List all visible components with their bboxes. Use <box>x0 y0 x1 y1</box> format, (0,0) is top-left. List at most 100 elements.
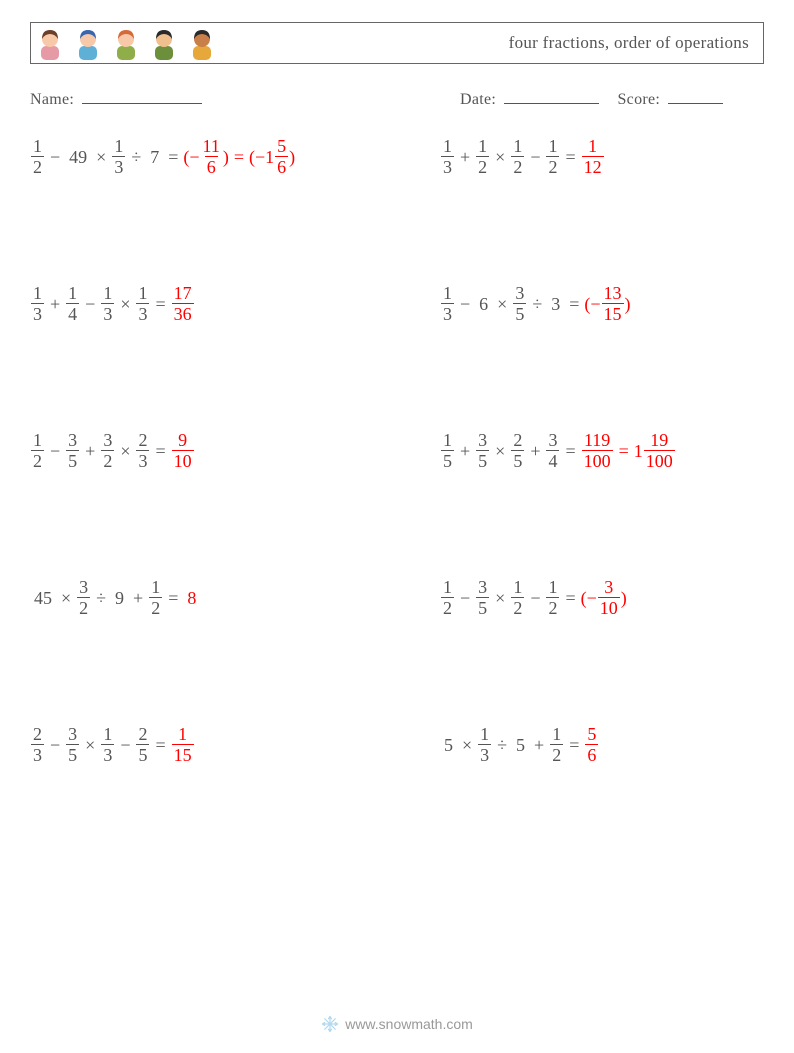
fraction: 116 <box>201 137 222 176</box>
avatar-1 <box>37 26 63 60</box>
operator: × <box>462 736 472 754</box>
fraction: 13 <box>478 725 491 764</box>
expression: 12−35×12−12=(−310) <box>440 578 764 617</box>
integer: 9 <box>115 589 124 607</box>
operator: + <box>530 442 540 460</box>
text: (− <box>581 589 597 607</box>
footer: www.snowmath.com <box>0 1015 794 1033</box>
operator: = <box>234 148 244 166</box>
operator: = <box>155 736 165 754</box>
operator: × <box>495 442 505 460</box>
fraction: 13 <box>101 284 114 323</box>
expression: 45×32÷9+12=8 <box>30 578 440 617</box>
problem: 12−35×12−12=(−310) <box>440 578 764 617</box>
operator: × <box>61 589 71 607</box>
problem-row: 45×32÷9+12=812−35×12−12=(−310) <box>30 578 764 617</box>
fraction: 12 <box>149 578 162 617</box>
fraction: 115 <box>172 725 194 764</box>
worksheet-title: four fractions, order of operations <box>509 33 749 53</box>
operator: − <box>50 736 60 754</box>
operator: + <box>50 295 60 313</box>
date-blank[interactable] <box>504 90 599 104</box>
fraction: 32 <box>101 431 114 470</box>
operator: = <box>569 736 579 754</box>
fraction: 1736 <box>172 284 194 323</box>
fraction: 14 <box>66 284 79 323</box>
operator: − <box>50 442 60 460</box>
operator: × <box>495 589 505 607</box>
date-label: Date: <box>460 91 496 108</box>
fraction: 56 <box>585 725 598 764</box>
operator: = <box>565 442 575 460</box>
avatar-4 <box>151 26 177 60</box>
text: (− <box>183 148 199 166</box>
operator: + <box>133 589 143 607</box>
expression: 12−49×13÷7=(−116)=(−156) <box>30 137 440 176</box>
operator: + <box>85 442 95 460</box>
operator: = <box>565 589 575 607</box>
problem: 45×32÷9+12=8 <box>30 578 440 617</box>
snowflake-icon <box>321 1015 339 1033</box>
integer: 3 <box>551 295 560 313</box>
score-blank[interactable] <box>668 90 723 104</box>
fraction: 310 <box>598 578 620 617</box>
text: ) <box>625 295 631 313</box>
text: ) <box>621 589 627 607</box>
operator: = <box>565 148 575 166</box>
avatar-3 <box>113 26 139 60</box>
problem-row: 12−35+32×23=91015+35×25+34=119100=119100 <box>30 431 764 470</box>
fraction: 13 <box>101 725 114 764</box>
problem: 13+14−13×13=1736 <box>30 284 440 323</box>
fraction: 910 <box>172 431 194 470</box>
fraction: 13 <box>136 284 149 323</box>
fraction: 13 <box>112 137 125 176</box>
expression: 13−6×35÷3=(−1315) <box>440 284 764 323</box>
fraction: 12 <box>31 431 44 470</box>
operator: − <box>50 148 60 166</box>
integer: 8 <box>187 589 196 607</box>
operator: × <box>85 736 95 754</box>
operator: ÷ <box>96 589 106 607</box>
fraction: 23 <box>136 431 149 470</box>
integer: 49 <box>69 148 87 166</box>
fraction: 56 <box>275 137 288 176</box>
name-blank[interactable] <box>82 90 202 104</box>
fraction: 35 <box>476 578 489 617</box>
score-label: Score: <box>617 91 660 108</box>
fraction: 35 <box>66 725 79 764</box>
fraction: 1315 <box>602 284 624 323</box>
problem-row: 13+14−13×13=173613−6×35÷3=(−1315) <box>30 284 764 323</box>
fraction: 35 <box>66 431 79 470</box>
operator: = <box>155 295 165 313</box>
operator: = <box>619 442 629 460</box>
text: (−1 <box>249 148 274 166</box>
operator: − <box>530 589 540 607</box>
text: ) <box>289 148 295 166</box>
operator: − <box>460 589 470 607</box>
header-box: four fractions, order of operations <box>30 22 764 64</box>
problem-row: 12−49×13÷7=(−116)=(−156)13+12×12−12=112 <box>30 137 764 176</box>
fraction: 12 <box>550 725 563 764</box>
mixed-whole: 1 <box>634 442 643 460</box>
fraction: 13 <box>31 284 44 323</box>
fraction: 12 <box>476 137 489 176</box>
operator: + <box>460 442 470 460</box>
operator: − <box>460 295 470 313</box>
expression: 13+12×12−12=112 <box>440 137 764 176</box>
problem: 12−35+32×23=910 <box>30 431 440 470</box>
name-label: Name: <box>30 91 74 108</box>
problem: 23−35×13−25=115 <box>30 725 440 764</box>
operator: × <box>497 295 507 313</box>
fraction: 12 <box>441 578 454 617</box>
text: ) <box>223 148 229 166</box>
operator: = <box>569 295 579 313</box>
footer-text: www.snowmath.com <box>345 1016 473 1032</box>
operator: × <box>96 148 106 166</box>
operator: ÷ <box>131 148 141 166</box>
operator: − <box>120 736 130 754</box>
fraction: 19100 <box>644 431 675 470</box>
expression: 13+14−13×13=1736 <box>30 284 440 323</box>
expression: 23−35×13−25=115 <box>30 725 440 764</box>
operator: = <box>155 442 165 460</box>
operator: − <box>530 148 540 166</box>
